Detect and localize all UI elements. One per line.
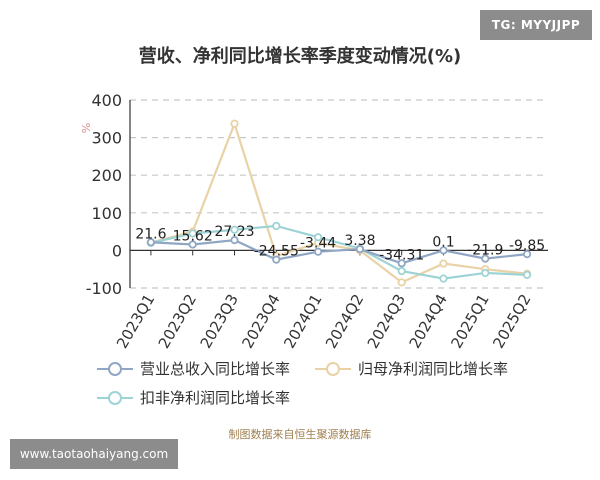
legend-marker-net-profit <box>315 361 351 376</box>
legend-label-revenue: 营业总收入同比增长率 <box>140 360 291 378</box>
source-note: 制图数据来自恒生聚源数据库 <box>228 428 372 441</box>
data-point-revenue <box>439 246 448 255</box>
data-label: -34.31 <box>379 247 424 263</box>
x-tick-label: 2023Q1 <box>113 291 158 352</box>
y-tick-label: 400 <box>91 91 122 110</box>
series-line-revenue <box>150 239 528 265</box>
chart-title: 营收、净利同比增长率季度变动情况(%) <box>138 46 462 67</box>
data-label: -9.85 <box>509 238 545 254</box>
data-point-deducted-profit <box>522 270 532 279</box>
data-label: 3.38 <box>344 233 375 249</box>
data-point-revenue <box>355 245 364 254</box>
data-label: -21.9 <box>467 243 503 259</box>
data-label: 0.1 <box>432 234 454 250</box>
y-tick-label: -100 <box>86 279 122 298</box>
data-point-revenue <box>188 240 197 249</box>
data-point-revenue <box>397 259 406 268</box>
x-tick-label: 2023Q3 <box>197 291 242 352</box>
legend-item-net-profit[interactable]: 归母净利润同比增长率 <box>314 358 508 379</box>
y-axis-label: % <box>80 123 93 133</box>
x-tick-label: 2024Q3 <box>364 291 409 352</box>
series-line-deducted-profit <box>150 224 528 280</box>
legend-label-deducted-profit: 扣非净利润同比增长率 <box>140 389 291 407</box>
watermark-bottom: www.taotaohaiyang.com <box>10 439 178 469</box>
data-point-net-profit <box>397 278 406 287</box>
data-label: -24.55 <box>254 244 299 260</box>
x-tick-label: 2023Q4 <box>238 291 283 352</box>
data-label: -3.44 <box>300 236 336 252</box>
y-tick-label: 200 <box>91 166 122 185</box>
data-point-deducted-profit <box>230 225 239 234</box>
data-point-net-profit <box>439 259 448 268</box>
x-tick-label: 2023Q2 <box>155 291 200 352</box>
x-tick-label: 2024Q4 <box>406 291 451 352</box>
data-point-deducted-profit <box>272 221 281 231</box>
data-point-deducted-profit <box>481 268 490 278</box>
data-point-revenue <box>230 236 239 245</box>
y-tick-label: 0 <box>112 241 122 260</box>
series-line-net-profit <box>150 120 528 284</box>
legend-marker-deducted-profit <box>97 390 133 405</box>
watermark-top: TG: MYYJJPP <box>480 10 592 40</box>
data-point-revenue <box>481 254 490 263</box>
data-point-deducted-profit <box>439 274 448 283</box>
data-label: 21.6 <box>135 226 166 242</box>
data-point-revenue <box>146 238 155 247</box>
data-point-deducted-profit <box>313 233 323 242</box>
y-tick-label: 300 <box>91 129 122 148</box>
data-point-net-profit <box>230 119 239 128</box>
legend-label-net-profit: 归母净利润同比增长率 <box>358 360 509 378</box>
data-point-revenue <box>522 250 532 259</box>
data-label: 27.23 <box>214 224 254 240</box>
x-tick-label: 2024Q2 <box>322 291 367 352</box>
x-tick-label: 2024Q1 <box>280 291 325 352</box>
data-point-revenue <box>272 255 281 264</box>
y-tick-label: 100 <box>91 204 122 223</box>
data-point-deducted-profit <box>188 229 197 238</box>
data-point-revenue <box>313 247 323 256</box>
data-point-deducted-profit <box>397 266 406 276</box>
legend-item-deducted-profit[interactable]: 扣非净利润同比增长率 <box>96 387 290 408</box>
x-tick-label: 2025Q1 <box>447 291 492 352</box>
data-label: 15.62 <box>173 229 213 245</box>
legend-marker-revenue <box>97 361 133 376</box>
line-chart: -100 0 100 200 300 400% 2023Q12023Q22023Q32023… <box>80 91 548 352</box>
x-tick-label: 2025Q2 <box>489 291 534 352</box>
legend-item-revenue[interactable]: 营业总收入同比增长率 <box>96 358 290 379</box>
